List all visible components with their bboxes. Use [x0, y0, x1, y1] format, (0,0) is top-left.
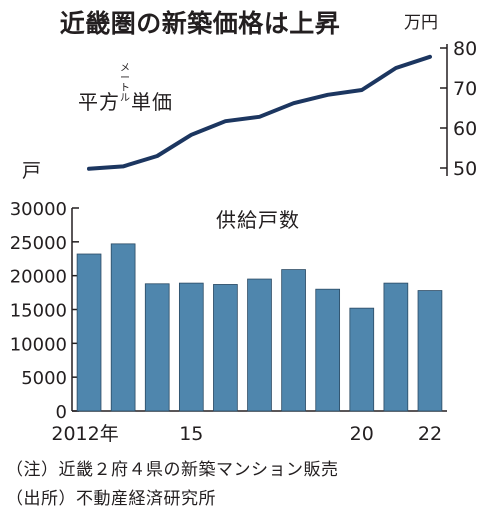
supply-bar	[383, 282, 409, 412]
price-label-main: 平方	[78, 90, 120, 114]
price-y-tick-label: 50	[453, 158, 477, 180]
price-y-tick-label: 60	[453, 118, 477, 140]
price-line	[87, 54, 432, 171]
supply-y-tick-label: 0	[56, 402, 67, 423]
supply-x-tick-label: 20	[350, 423, 374, 445]
supply-bar	[417, 290, 443, 412]
supply-x-tick-label: 15	[179, 423, 203, 445]
price-y-tick-label: 80	[453, 38, 477, 60]
supply-x-tick-label: 22	[418, 423, 442, 445]
source-text: （出所）不動産経済研究所	[6, 489, 216, 509]
supply-bar	[178, 282, 204, 412]
supply-bar	[315, 288, 341, 412]
price-label-tail: 単価	[131, 90, 173, 114]
supply-bar	[76, 253, 102, 412]
supply-unit-label: 戸	[22, 160, 42, 182]
supply-x-tick-label: 2012年	[51, 423, 118, 445]
price-series-label: 平方メートル単価	[78, 64, 173, 115]
supply-bar	[110, 243, 136, 412]
supply-bar	[281, 269, 306, 412]
supply-y-tick-label: 30000	[10, 199, 67, 220]
supply-y-tick-label: 5000	[21, 368, 67, 389]
supply-y-tick-label: 15000	[10, 301, 67, 322]
chart-title: 近畿圏の新築価格は上昇	[59, 9, 341, 38]
supply-y-tick-label: 10000	[10, 334, 67, 355]
price-y-tick-label: 70	[453, 78, 477, 100]
supply-bar	[349, 307, 375, 412]
supply-bar	[213, 284, 238, 412]
price-label-small: メートル	[120, 63, 130, 104]
price-unit-label: 万円	[404, 13, 438, 33]
supply-series-label: 供給戸数	[216, 208, 300, 232]
note-text: （注）近畿２府４県の新築マンション販売	[6, 460, 339, 480]
supply-bar	[144, 283, 170, 412]
supply-y-tick-label: 20000	[10, 267, 67, 288]
supply-bar	[247, 278, 272, 412]
supply-y-tick-label: 25000	[10, 233, 67, 254]
